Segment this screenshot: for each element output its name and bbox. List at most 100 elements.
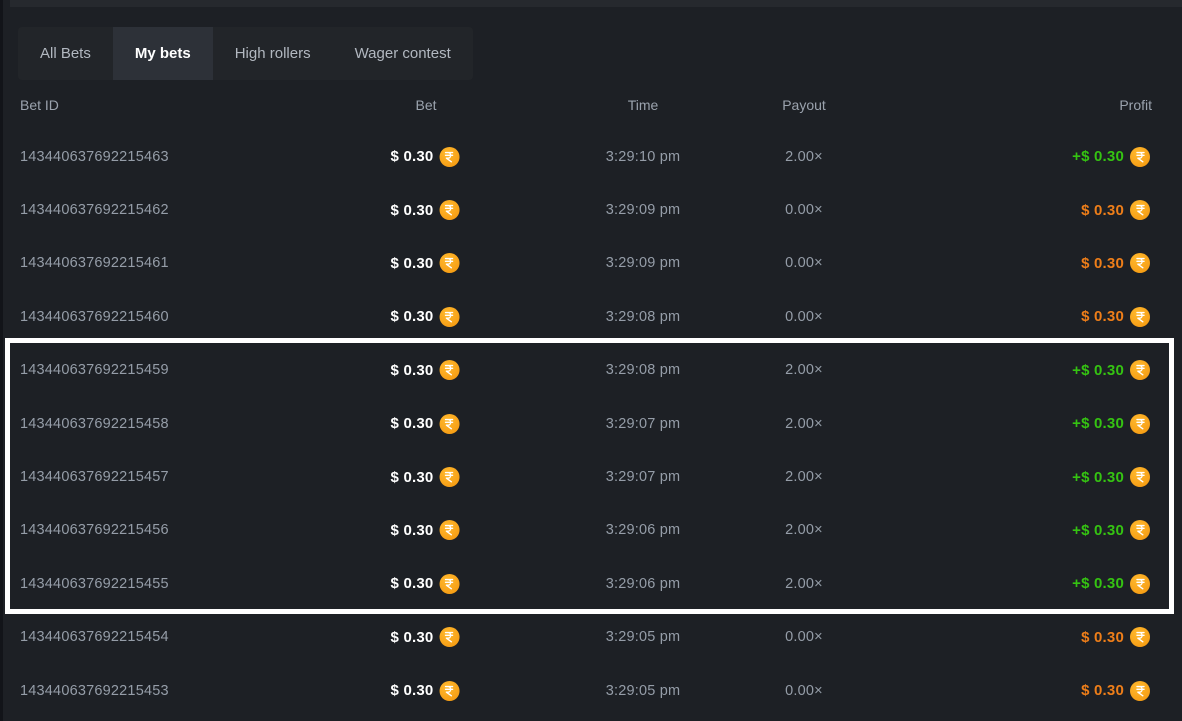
- bet-amount-cell: $ 0.30: [391, 467, 460, 488]
- profit-amount: $ 0.30: [1081, 628, 1124, 646]
- rupee-symbol: [1135, 151, 1145, 163]
- table-row[interactable]: 143440637692215458 $ 0.30 3:29:07 pm 2.0…: [0, 397, 1182, 450]
- column-header-profit: Profit: [1119, 97, 1152, 113]
- bet-payout: 0.00×: [785, 255, 823, 272]
- panel-left-edge: [0, 0, 3, 721]
- rupee-symbol: [445, 632, 454, 643]
- table-row[interactable]: 143440637692215461 $ 0.30 3:29:09 pm 0.0…: [0, 237, 1182, 290]
- rupee-symbol: [445, 578, 454, 590]
- tab-label: My bets: [134, 45, 191, 62]
- bet-id: 143440637692215460: [20, 308, 169, 325]
- rupee-symbol: [1135, 632, 1145, 643]
- bet-profit-cell: +$ 0.30: [1072, 520, 1150, 541]
- tab-high-rollers[interactable]: High rollers: [213, 27, 333, 80]
- bet-id: 143440637692215459: [20, 362, 169, 379]
- bet-time: 3:29:05 pm: [605, 682, 681, 699]
- bet-time: 3:29:06 pm: [605, 575, 681, 592]
- rupee-coin-icon: [1130, 360, 1150, 381]
- rupee-symbol: [445, 151, 454, 163]
- table-row[interactable]: 143440637692215454 $ 0.30 3:29:05 pm 0.0…: [0, 611, 1182, 664]
- bet-profit-cell: +$ 0.30: [1072, 146, 1150, 167]
- column-header-bet-id: Bet ID: [20, 97, 59, 113]
- bet-profit-cell: $ 0.30: [1081, 253, 1150, 274]
- tab-label: All Bets: [40, 45, 91, 62]
- bet-id: 143440637692215461: [20, 255, 169, 272]
- bet-amount-cell: $ 0.30: [391, 680, 460, 701]
- rupee-symbol: [1135, 258, 1145, 269]
- rupee-coin-icon: [1130, 413, 1150, 434]
- rupee-coin-icon: [1130, 680, 1150, 701]
- profit-amount: $ 0.30: [1081, 308, 1124, 326]
- rupee-coin-icon: [439, 413, 460, 434]
- tab-label: High rollers: [234, 45, 311, 62]
- bet-profit-cell: $ 0.30: [1081, 627, 1150, 648]
- rupee-coin-icon: [439, 306, 460, 327]
- bet-id: 143440637692215463: [20, 148, 169, 165]
- rupee-coin-icon: [439, 573, 460, 594]
- table-row[interactable]: 143440637692215457 $ 0.30 3:29:07 pm 2.0…: [0, 450, 1182, 503]
- rupee-coin-icon: [439, 467, 460, 488]
- rupee-coin-icon: [439, 520, 460, 541]
- rupee-coin-icon: [1130, 306, 1150, 327]
- bet-profit-cell: +$ 0.30: [1072, 360, 1150, 381]
- bet-time: 3:29:07 pm: [605, 415, 681, 432]
- panel-top-strip: [10, 0, 1182, 7]
- bet-profit-cell: $ 0.30: [1081, 306, 1150, 327]
- column-header-time: Time: [627, 97, 659, 113]
- profit-amount: $ 0.30: [1081, 254, 1124, 272]
- bet-time: 3:29:08 pm: [605, 308, 681, 325]
- rupee-symbol: [1135, 311, 1145, 323]
- rupee-coin-icon: [1130, 627, 1150, 648]
- profit-amount: +$ 0.30: [1072, 521, 1124, 539]
- rupee-symbol: [1135, 204, 1145, 216]
- table-row[interactable]: 143440637692215459 $ 0.30 3:29:08 pm 2.0…: [0, 344, 1182, 397]
- table-row[interactable]: 143440637692215462 $ 0.30 3:29:09 pm 0.0…: [0, 183, 1182, 236]
- bets-tabs-bar: All Bets My bets High rollers Wager cont…: [18, 27, 473, 80]
- rupee-symbol: [1135, 418, 1145, 430]
- bet-amount: $ 0.30: [390, 308, 434, 326]
- table-row[interactable]: 143440637692215460 $ 0.30 3:29:08 pm 0.0…: [0, 290, 1182, 343]
- rupee-coin-icon: [439, 146, 460, 167]
- rupee-coin-icon: [1130, 467, 1150, 488]
- bet-amount-cell: $ 0.30: [390, 253, 460, 274]
- table-row[interactable]: 143440637692215455 $ 0.30 3:29:06 pm 2.0…: [0, 557, 1182, 610]
- bet-time: 3:29:08 pm: [605, 362, 681, 379]
- rupee-symbol: [1135, 365, 1145, 376]
- bet-id: 143440637692215462: [20, 202, 169, 219]
- bet-amount: $ 0.30: [390, 361, 434, 379]
- bet-payout: 0.00×: [785, 682, 823, 699]
- rupee-coin-icon: [439, 200, 460, 221]
- rupee-symbol: [445, 311, 454, 323]
- rupee-coin-icon: [1130, 253, 1150, 274]
- bet-payout: 2.00×: [785, 522, 823, 539]
- column-header-bet: Bet: [415, 97, 437, 113]
- bet-id: 143440637692215458: [20, 415, 169, 432]
- bet-id: 143440637692215454: [20, 629, 169, 646]
- bet-time: 3:29:09 pm: [605, 255, 681, 272]
- tab-my-bets[interactable]: My bets: [112, 27, 213, 80]
- bet-time: 3:29:09 pm: [605, 202, 681, 219]
- bet-payout: 2.00×: [785, 575, 823, 592]
- column-header-payout: Payout: [782, 97, 826, 113]
- table-row[interactable]: 143440637692215463 $ 0.30 3:29:10 pm 2.0…: [0, 130, 1182, 183]
- profit-amount: $ 0.30: [1081, 682, 1124, 700]
- table-row[interactable]: 143440637692215453 $ 0.30 3:29:05 pm 0.0…: [0, 664, 1182, 717]
- rupee-coin-icon: [439, 627, 460, 648]
- bet-amount: $ 0.30: [390, 148, 434, 166]
- bets-table-body: 143440637692215463 $ 0.30 3:29:10 pm 2.0…: [0, 130, 1182, 717]
- bet-time: 3:29:10 pm: [605, 148, 681, 165]
- bet-amount-cell: $ 0.30: [391, 413, 460, 434]
- tab-all-bets[interactable]: All Bets: [18, 27, 113, 80]
- profit-amount: +$ 0.30: [1072, 148, 1124, 166]
- rupee-symbol: [1135, 685, 1145, 697]
- rupee-coin-icon: [1130, 146, 1150, 167]
- tab-label: Wager contest: [354, 45, 451, 62]
- bet-amount: $ 0.30: [390, 575, 434, 593]
- table-row[interactable]: 143440637692215456 $ 0.30 3:29:06 pm 2.0…: [0, 504, 1182, 557]
- bet-amount: $ 0.30: [390, 254, 434, 272]
- profit-amount: +$ 0.30: [1072, 575, 1124, 593]
- tab-wager-contest[interactable]: Wager contest: [333, 27, 473, 80]
- bet-profit-cell: +$ 0.30: [1072, 467, 1150, 488]
- bet-profit-cell: $ 0.30: [1081, 200, 1150, 221]
- bet-time: 3:29:06 pm: [605, 522, 681, 539]
